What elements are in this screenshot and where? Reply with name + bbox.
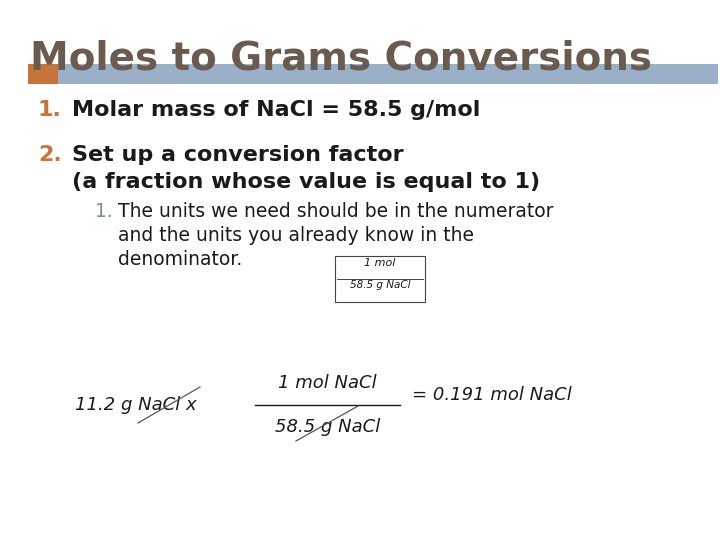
Text: Set up a conversion factor: Set up a conversion factor [72, 145, 404, 165]
Text: = 0.191 mol NaCl: = 0.191 mol NaCl [412, 386, 572, 404]
Text: 11.2 g NaCl x: 11.2 g NaCl x [75, 396, 197, 414]
Text: 58.5 g NaCl: 58.5 g NaCl [350, 280, 410, 290]
FancyBboxPatch shape [28, 64, 58, 84]
Text: 58.5 g NaCl: 58.5 g NaCl [275, 418, 380, 436]
Text: denominator.: denominator. [118, 250, 242, 269]
Text: 1 mol NaCl: 1 mol NaCl [278, 374, 377, 392]
Text: and the units you already know in the: and the units you already know in the [118, 226, 474, 245]
Text: Molar mass of NaCl = 58.5 g/mol: Molar mass of NaCl = 58.5 g/mol [72, 100, 480, 120]
Text: 1 mol: 1 mol [364, 258, 396, 268]
Text: The units we need should be in the numerator: The units we need should be in the numer… [118, 202, 554, 221]
Text: 2.: 2. [38, 145, 62, 165]
Text: 1.: 1. [95, 202, 113, 221]
FancyBboxPatch shape [335, 256, 425, 302]
Text: 1.: 1. [38, 100, 62, 120]
Text: (a fraction whose value is equal to 1): (a fraction whose value is equal to 1) [72, 172, 540, 192]
FancyBboxPatch shape [58, 64, 718, 84]
Text: Moles to Grams Conversions: Moles to Grams Conversions [30, 40, 652, 78]
